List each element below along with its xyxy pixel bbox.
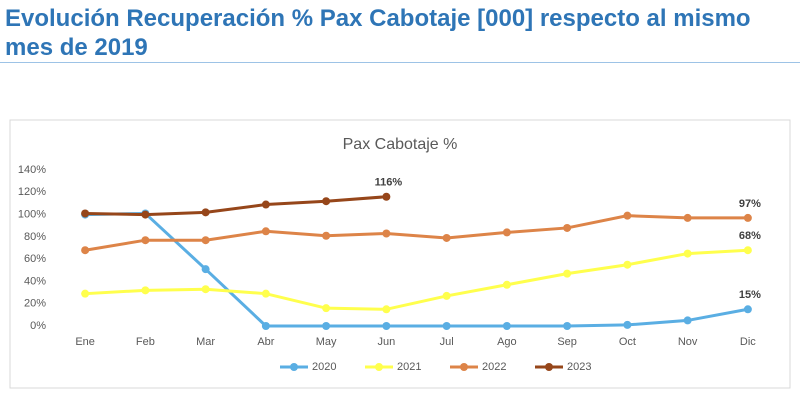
legend-label: 2021 xyxy=(397,361,421,373)
y-tick-label: 120% xyxy=(18,186,46,198)
x-tick-label: Ene xyxy=(75,336,95,348)
data-point xyxy=(683,213,692,222)
x-tick-label: Mar xyxy=(196,336,215,348)
data-point xyxy=(563,322,572,330)
data-point xyxy=(322,304,331,313)
data-point xyxy=(81,289,90,298)
legend-marker xyxy=(290,363,298,371)
data-point xyxy=(201,208,210,217)
data-point xyxy=(683,249,692,258)
data-point xyxy=(201,285,210,294)
data-point xyxy=(623,260,632,269)
x-tick-label: Jul xyxy=(440,336,454,348)
data-point xyxy=(201,265,210,274)
data-point xyxy=(81,246,90,255)
data-point xyxy=(322,197,331,206)
series-line xyxy=(85,195,387,217)
x-tick-label: Dic xyxy=(740,336,756,348)
legend-marker xyxy=(375,363,383,371)
data-point xyxy=(442,291,451,300)
data-point xyxy=(502,228,511,237)
x-tick-label: Sep xyxy=(557,336,577,348)
data-point xyxy=(623,211,632,220)
data-point xyxy=(623,320,632,329)
legend-label: 2023 xyxy=(567,361,591,373)
x-tick-label: Feb xyxy=(136,336,155,348)
data-point xyxy=(382,322,391,330)
data-point xyxy=(683,316,692,325)
data-point xyxy=(382,229,391,238)
chart-frame xyxy=(9,119,791,389)
chart-title: Pax Cabotaje % xyxy=(343,136,458,153)
data-point xyxy=(442,322,451,330)
legend-label: 2020 xyxy=(312,361,336,373)
x-tick-label: Ago xyxy=(497,336,517,348)
data-point xyxy=(382,192,391,201)
data-point xyxy=(261,200,270,209)
y-tick-label: 20% xyxy=(24,298,46,310)
series-line xyxy=(84,214,748,252)
y-tick-label: 40% xyxy=(24,275,46,287)
data-point xyxy=(743,246,752,255)
y-tick-label: 0% xyxy=(30,320,46,332)
data-point xyxy=(322,322,331,330)
data-label: 97% xyxy=(739,198,761,210)
x-tick-label: Abr xyxy=(257,336,274,348)
y-tick-label: 80% xyxy=(24,231,46,243)
data-point xyxy=(141,236,150,245)
title-rule xyxy=(0,62,800,63)
data-point xyxy=(563,223,572,232)
data-point xyxy=(141,286,150,295)
data-point xyxy=(502,322,511,330)
data-point xyxy=(261,227,270,236)
page-title: Evolución Recuperación % Pax Cabotaje [0… xyxy=(5,5,751,61)
series-line xyxy=(85,211,749,328)
data-point xyxy=(563,269,572,278)
x-tick-label: Jun xyxy=(378,336,396,348)
series-line xyxy=(85,248,748,311)
legend-label: 2022 xyxy=(482,361,506,373)
y-tick-label: 100% xyxy=(18,208,46,220)
data-label: 68% xyxy=(739,230,761,242)
data-point xyxy=(81,209,90,218)
data-point xyxy=(201,236,210,245)
data-point xyxy=(322,231,331,240)
x-tick-label: May xyxy=(316,336,337,348)
legend-marker xyxy=(460,363,468,371)
data-label: 116% xyxy=(375,177,403,189)
data-point xyxy=(502,280,511,289)
data-point xyxy=(743,213,752,222)
data-point xyxy=(261,289,270,298)
data-label: 15% xyxy=(739,289,761,301)
x-tick-label: Nov xyxy=(678,336,698,348)
legend-marker xyxy=(545,363,553,371)
data-point xyxy=(141,210,150,219)
x-tick-label: Oct xyxy=(619,336,636,348)
data-point xyxy=(382,305,391,314)
y-tick-label: 60% xyxy=(24,253,46,265)
data-point xyxy=(743,305,752,314)
data-point xyxy=(261,322,270,330)
y-tick-label: 140% xyxy=(18,164,46,176)
data-point xyxy=(442,233,451,242)
